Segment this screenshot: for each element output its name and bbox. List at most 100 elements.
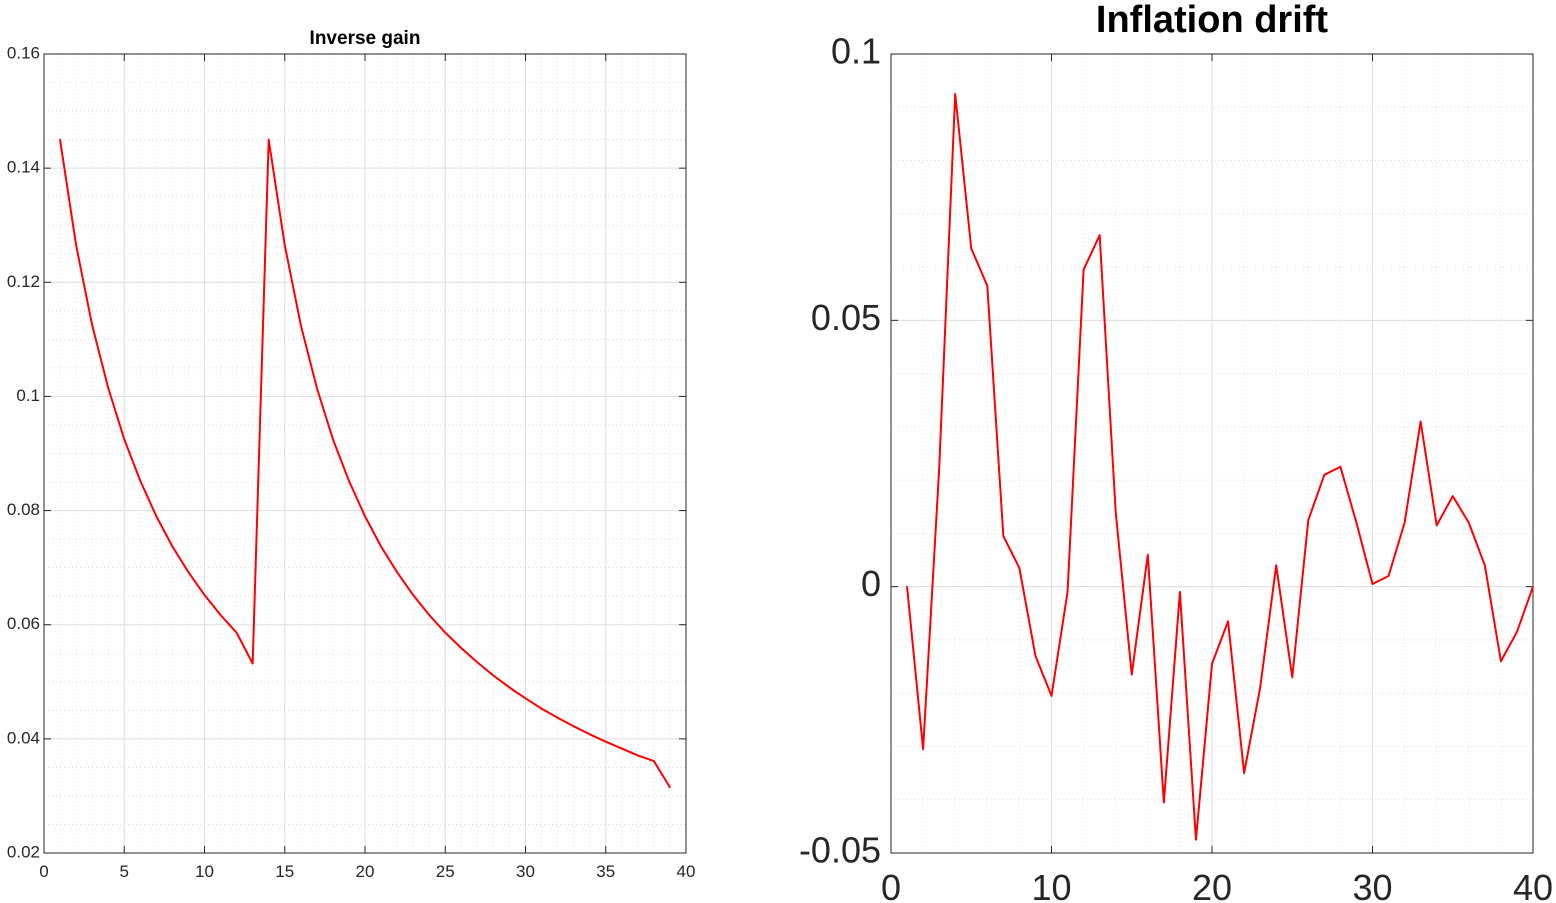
x-tick-label: 35 (596, 862, 615, 881)
data-point (1403, 521, 1406, 524)
data-point (316, 387, 318, 389)
data-point (1050, 695, 1053, 697)
data-point (1130, 673, 1133, 676)
x-tick-label: 0 (881, 867, 901, 903)
data-point (139, 480, 142, 482)
data-point (476, 661, 479, 664)
data-point (219, 614, 222, 616)
data-point (637, 754, 639, 757)
data-point (380, 545, 382, 548)
y-tick-label: 0.08 (7, 500, 40, 519)
data-point (444, 631, 447, 634)
data-point (954, 93, 956, 95)
data-point (412, 594, 414, 596)
data-point (59, 138, 61, 141)
x-tick-label: 5 (120, 862, 129, 881)
data-point (1002, 535, 1005, 537)
data-point (1435, 524, 1438, 527)
data-point (1323, 474, 1326, 476)
data-point (906, 585, 908, 588)
data-point (155, 515, 158, 518)
data-point (1451, 495, 1454, 497)
x-tick-label: 15 (275, 862, 294, 881)
data-point (1291, 676, 1294, 679)
x-tick-label: 30 (516, 862, 535, 881)
data-point (1114, 511, 1117, 513)
data-point (621, 747, 623, 750)
data-point (572, 725, 575, 728)
data-point (203, 594, 206, 596)
data-point (300, 324, 302, 326)
data-point (1339, 466, 1342, 468)
data-point (986, 284, 989, 287)
x-tick-label: 30 (1352, 867, 1392, 903)
y-tick-label: -0.05 (799, 830, 881, 871)
x-tick-label: 10 (1031, 867, 1071, 903)
data-point (75, 244, 77, 246)
data-point (1516, 631, 1518, 633)
inverse-gain-panel: 0 5 10 15 20 25 30 35 40 0.02 0.04 0.06 0.08 0.1 0.12 0… (7, 28, 696, 881)
y-tick-label: 0.06 (7, 614, 40, 633)
data-point (1018, 567, 1021, 569)
data-point (1484, 564, 1486, 567)
x-tick-label: 25 (436, 862, 455, 881)
y-tick-label: 0.1 (831, 31, 881, 72)
data-point (1034, 655, 1037, 657)
data-point (251, 662, 254, 665)
y-tick-label: 0.05 (811, 297, 881, 338)
x-tick-label: 20 (1192, 867, 1232, 903)
data-point (1355, 521, 1358, 524)
data-point (123, 438, 126, 441)
y-tick-label: 0.02 (7, 842, 40, 861)
y-tick-label: 0 (861, 563, 881, 604)
data-point (1163, 801, 1165, 804)
data-point (171, 545, 174, 548)
x-tick-label: 0 (39, 862, 48, 881)
data-point (508, 686, 511, 689)
data-point (1275, 564, 1277, 567)
data-point (653, 760, 655, 762)
data-point (492, 674, 495, 677)
data-point (460, 647, 463, 649)
data-point (267, 138, 270, 141)
data-point (970, 247, 973, 250)
data-point (669, 786, 671, 789)
data-point (1387, 575, 1390, 577)
data-point (1098, 234, 1101, 236)
data-point (107, 387, 109, 389)
chart-title: Inverse gain (310, 28, 421, 49)
data-point (1227, 620, 1229, 623)
data-point (428, 614, 431, 616)
data-point (1211, 663, 1213, 665)
data-point (1082, 268, 1085, 271)
data-point (364, 515, 366, 518)
data-point (283, 244, 286, 246)
y-tick-label: 0.1 (16, 386, 40, 405)
y-tick-label: 0.12 (7, 272, 40, 291)
data-point (1179, 591, 1181, 593)
data-point (604, 740, 607, 743)
data-point (1259, 687, 1261, 689)
data-point (1066, 591, 1069, 593)
data-point (1468, 521, 1470, 524)
data-point (396, 571, 398, 574)
y-tick-label: 0.04 (7, 728, 40, 747)
data-point (235, 631, 238, 634)
chart-title: Inflation drift (1096, 0, 1329, 41)
data-point (1371, 583, 1374, 585)
data-point (588, 733, 591, 736)
data-point (922, 748, 924, 750)
x-tick-label: 20 (356, 862, 375, 881)
x-tick-label: 40 (677, 862, 696, 881)
data-point (1500, 660, 1502, 663)
data-point (1243, 772, 1245, 774)
data-point (1419, 420, 1422, 423)
data-point (332, 438, 334, 441)
data-point (1195, 838, 1197, 841)
data-point (348, 480, 350, 482)
series-line (906, 92, 1534, 841)
data-point (1532, 585, 1534, 588)
x-tick-label: 40 (1513, 867, 1553, 903)
